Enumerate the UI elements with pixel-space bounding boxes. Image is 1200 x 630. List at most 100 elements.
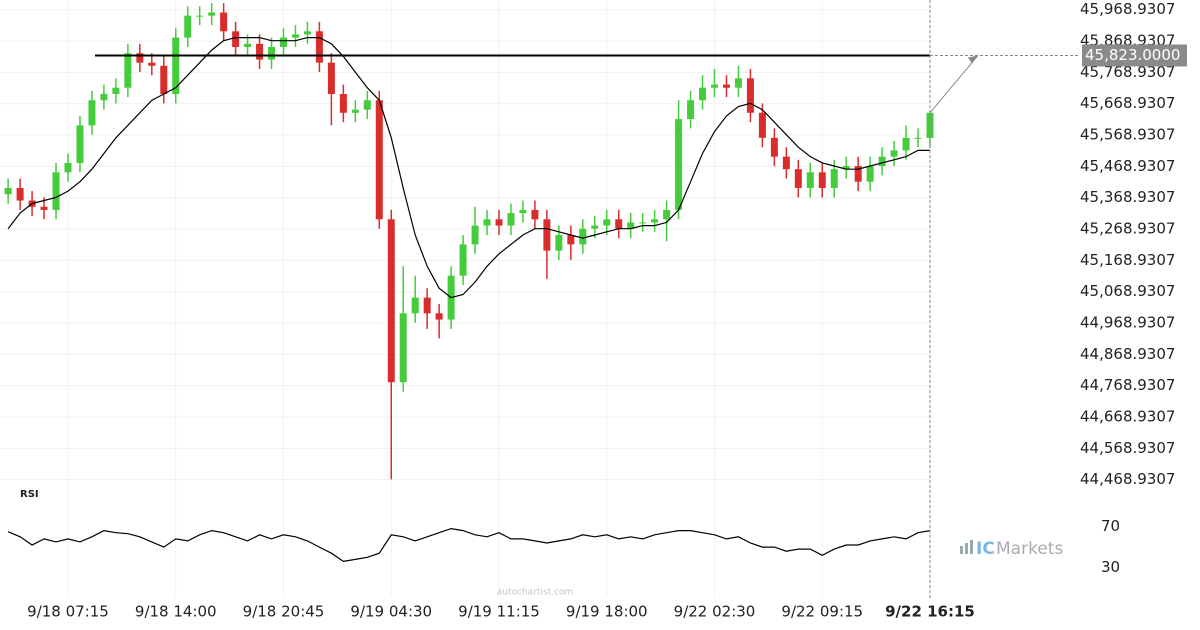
candle-body [746,78,754,113]
y-tick-label: 45,668.9307 [1080,94,1175,112]
x-tick-label: 9/19 11:15 [458,603,540,621]
candle-body [303,31,311,35]
y-tick-label: 45,468.9307 [1080,157,1175,175]
rsi-tick-label: 70 [1101,517,1120,535]
candle-body [291,34,299,38]
y-tick-label: 45,768.9307 [1080,63,1175,81]
x-tick-label: 9/22 16:15 [885,603,975,621]
candle-body [363,100,371,110]
x-tick-label: 9/18 20:45 [243,603,325,621]
candle-body [519,209,527,214]
candle-body [148,62,156,66]
candle-body [459,244,467,276]
candle-body [483,219,491,226]
candle-body [651,219,659,223]
plot: 9/18 07:15 9/18 14:00 9/18 20:45 9/19 04:30… [0,0,1187,621]
candle-body [699,87,707,101]
watermark: autochartist.com [497,588,573,598]
candle-body [399,313,407,383]
candle-body [722,84,730,88]
candle-body [339,93,347,113]
candle-body [208,12,216,16]
y-tick-label: 44,768.9307 [1080,376,1175,394]
rsi-line [7,527,931,563]
candle-body [591,225,599,229]
y-tick-label: 44,568.9307 [1080,439,1175,457]
candle-body [268,46,276,60]
candle-body [806,172,814,188]
candle-body [40,206,48,210]
candle-body [232,31,240,47]
candle-body [555,234,563,251]
y-tick-label: 45,968.9307 [1080,0,1175,18]
candle-body [902,137,910,151]
x-tick-label: 9/19 04:30 [350,603,432,621]
candle-body [687,100,695,120]
x-tick-label: 9/18 07:15 [27,603,109,621]
candle-body [603,219,611,226]
candle-body [615,219,623,229]
candle-body [4,187,12,195]
candle-body [675,119,683,210]
candle-body [842,166,850,170]
level-label-box [1082,44,1187,67]
candle-body [112,87,120,94]
candle-body [734,78,742,88]
rsi-tick-label: 30 [1101,558,1120,576]
y-tick-label: 45,168.9307 [1080,251,1175,269]
candle-body [375,100,383,220]
candle-body [531,209,539,220]
y-tick-label: 45,068.9307 [1080,282,1175,300]
y-tick-label: 45,568.9307 [1080,126,1175,144]
candle-body [579,228,587,245]
candle-body [220,12,228,32]
candle-body [100,93,108,101]
candle-body [471,225,479,245]
candle-body [64,162,72,173]
candle-body [196,15,204,17]
candle-body [854,166,862,182]
logo-icon [960,546,963,554]
candle-body [280,37,288,47]
y-tick-label: 44,868.9307 [1080,345,1175,363]
x-tick-label: 9/22 02:30 [674,603,756,621]
logo-text: Markets [996,539,1063,559]
candle-body [88,100,96,126]
candle-body [435,313,443,320]
candle-body [52,172,60,210]
candle-body [878,156,886,167]
candle-body [782,156,790,170]
candle-body [543,219,551,251]
y-tick-label: 45,268.9307 [1080,220,1175,238]
candle-body [627,222,635,229]
candle-body [16,187,24,201]
y-tick-label: 45,368.9307 [1080,188,1175,206]
rsi-title: RSI [20,489,39,500]
x-tick-label: 9/18 14:00 [135,603,217,621]
candle-body [890,150,898,157]
y-tick-label: 44,468.9307 [1080,470,1175,488]
candle-body [327,62,335,94]
x-tick-label: 9/22 09:15 [781,603,863,621]
forecast-arrowhead [968,55,978,64]
candle-body [411,297,419,314]
moving-average [7,37,930,299]
candle-body [663,209,671,220]
candle-body [711,84,719,88]
logo: IC Markets [960,539,1063,559]
candle-body [315,31,323,63]
candle-body [794,169,802,188]
candle-body [830,169,838,188]
logo-icon [965,543,968,554]
y-tick-label: 44,968.9307 [1080,314,1175,332]
candle-body [818,172,826,188]
y-tick-label: 44,668.9307 [1080,408,1175,426]
candle-body [758,112,766,138]
candle-body [124,53,132,88]
candle-body [423,297,431,314]
candle-body [184,15,192,38]
candle-body [256,43,264,60]
x-tick-label: 9/19 18:00 [566,603,648,621]
candle-body [914,137,922,139]
